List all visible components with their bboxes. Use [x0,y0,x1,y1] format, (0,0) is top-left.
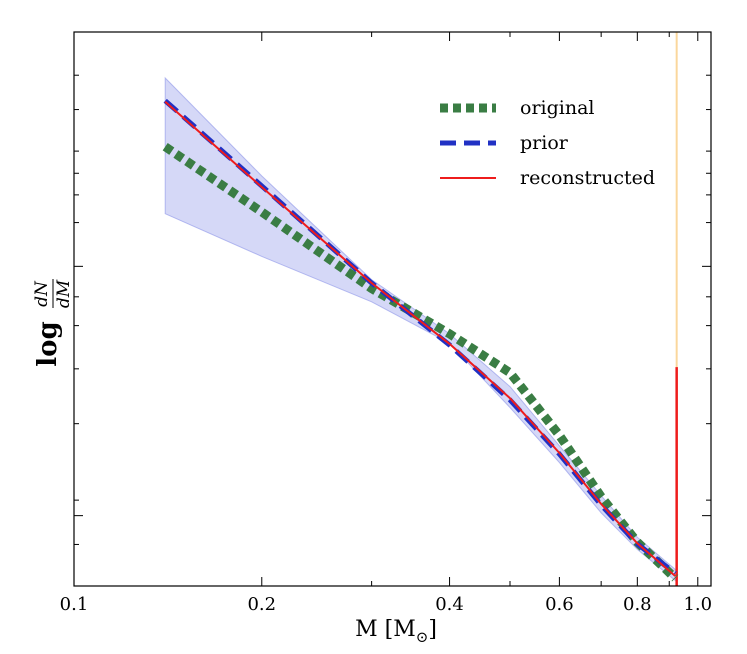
x-axis-label-main: M [M [355,617,416,642]
x-axis-label-sub: ⊙ [416,628,429,646]
y-axis-label-numerator: dN [32,280,52,307]
y-axis-label: log dN dM [32,279,74,367]
uncertainty-band [164,76,676,582]
legend-prior-label: prior [520,132,569,154]
x-axis-label-close: ] [428,617,437,642]
x-tick-label: 0.8 [623,594,652,615]
x-tick-label: 0.6 [545,594,574,615]
legend-original-label: original [520,97,594,119]
y-axis-label-log: log [33,321,63,366]
series-original [162,142,679,582]
legend: original prior reconstructed [440,97,655,189]
x-tick-label: 0.4 [435,594,464,615]
svg-text:M [M⊙]: M [M⊙] [355,617,437,646]
x-axis-label: M [M⊙] [355,617,437,646]
x-tick-label: 0.1 [60,594,89,615]
x-tick-label: 0.2 [247,594,276,615]
y-axis-label-denominator: dM [54,279,74,308]
plot-frame [73,31,712,587]
x-tick-label: 1.0 [683,594,712,615]
legend-reconstructed-label: reconstructed [520,167,655,189]
series-reconstructed [164,101,676,577]
